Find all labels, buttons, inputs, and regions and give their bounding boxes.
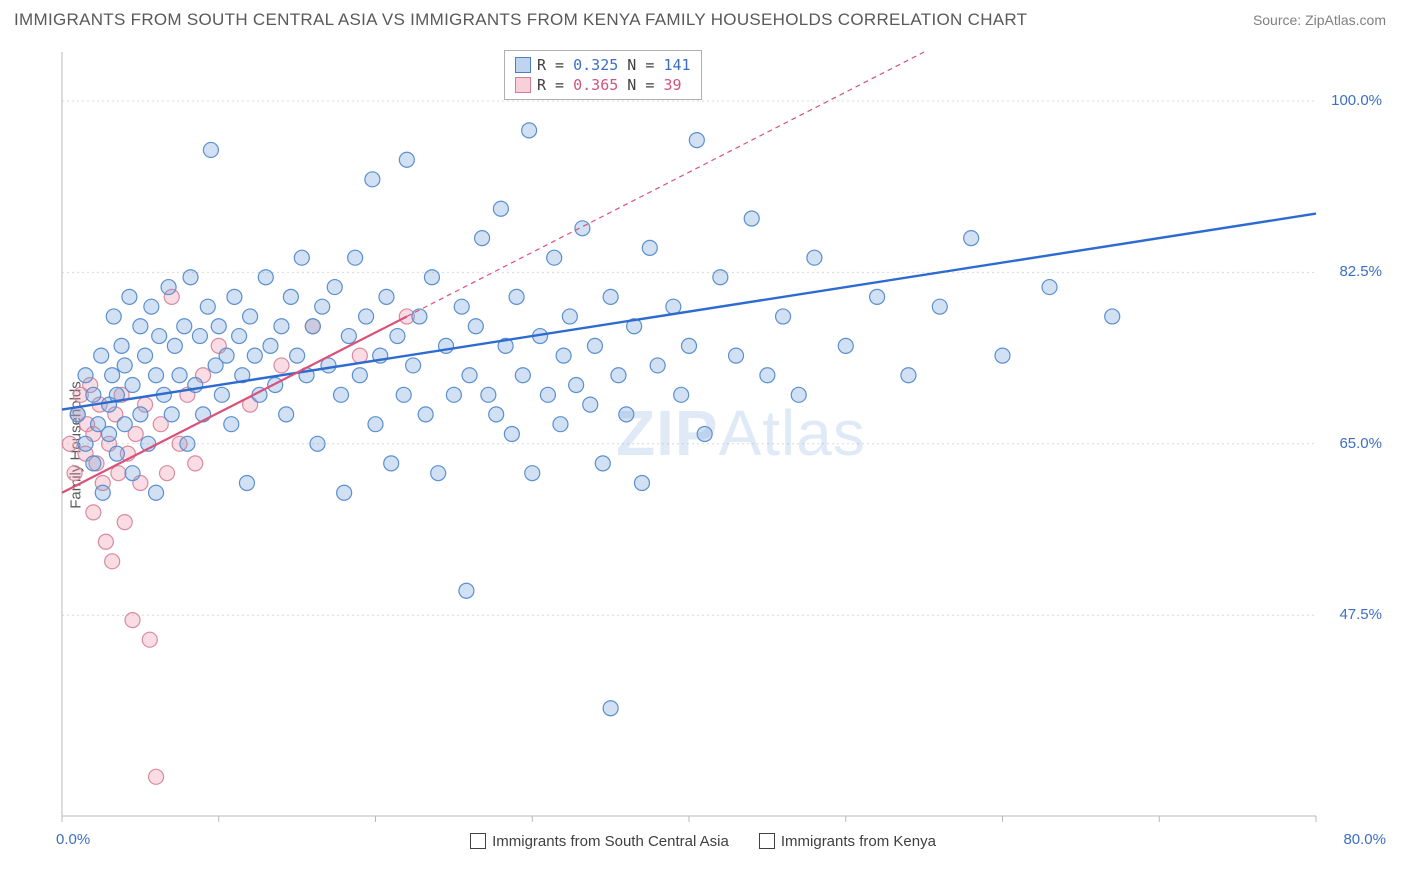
legend-item-blue: Immigrants from South Central Asia	[470, 833, 729, 850]
swatch-pink	[515, 77, 531, 93]
y-tick-label: 65.0%	[1339, 435, 1382, 452]
y-tick-label: 47.5%	[1339, 606, 1382, 623]
y-tick-label: 82.5%	[1339, 263, 1382, 280]
correlation-legend: R = 0.325 N = 141 R = 0.365 N = 39	[504, 50, 702, 100]
legend-item-pink: Immigrants from Kenya	[759, 833, 936, 850]
legend-row-blue: R = 0.325 N = 141	[515, 55, 691, 75]
source-label: Source: ZipAtlas.com	[1253, 12, 1386, 28]
y-tick-label: 100.0%	[1331, 92, 1382, 109]
swatch-blue	[515, 57, 531, 73]
series-legend: Immigrants from South Central Asia Immig…	[14, 833, 1392, 850]
scatter-plot: ZIPAtlas R = 0.325 N = 141 R = 0.365 N =…	[56, 46, 1386, 846]
legend-row-pink: R = 0.365 N = 39	[515, 75, 691, 95]
chart-container: Family Households ZIPAtlas R = 0.325 N =…	[14, 40, 1392, 850]
page-title: IMMIGRANTS FROM SOUTH CENTRAL ASIA VS IM…	[14, 10, 1027, 30]
